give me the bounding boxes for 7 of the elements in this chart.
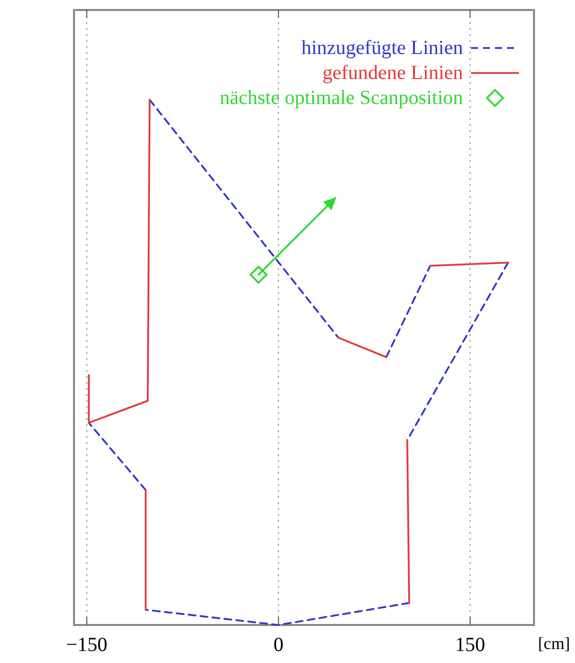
legend-label: gefundene Linien <box>322 62 463 84</box>
legend-label: nächste optimale Scanposition <box>220 87 463 109</box>
x-axis-title: [cm] <box>538 634 570 653</box>
legend-label: hinzugefügte Linien <box>301 37 463 59</box>
x-tick-label: −150 <box>66 634 108 656</box>
x-tick-label: 150 <box>455 634 486 656</box>
x-tick-label: 0 <box>273 634 284 656</box>
